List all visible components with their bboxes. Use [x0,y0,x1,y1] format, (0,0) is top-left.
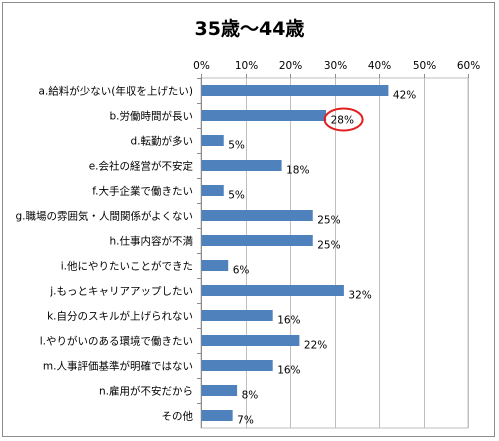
x-tick-label: 60% [457,60,480,72]
category-label: e.会社の経営が不安定 [89,160,194,173]
category-label: その他 [162,410,194,423]
category-label: m.人事評価基準が明確ではない [43,360,193,373]
plot-area [200,77,469,429]
x-tick-label: 10% [235,60,258,72]
bar [201,185,224,196]
category-label: b.労働時間が長い [109,110,193,123]
category-labels: a.給料が少ない(年収を上げたい) b.労働時間が長い d.転勤が多い e.会社の経営… [16,85,194,423]
bar [201,85,389,96]
category-label: f.大手企業で働きたい [92,185,193,198]
value-label: 16% [277,315,300,327]
value-label: 6% [233,265,250,277]
bar [201,260,229,271]
bar [201,385,238,396]
category-label: i.他にやりたいことができた [61,260,193,273]
value-label: 25% [317,215,340,227]
value-label: 16% [277,365,300,377]
category-label: d.転勤が多い [130,135,193,148]
x-tick-label: 40% [368,60,391,72]
value-label: 5% [228,140,245,152]
x-tick-label: 30% [324,60,347,72]
x-tick-label: 20% [279,60,302,72]
category-label: g.職場の雰囲気・人間関係がよくない [16,210,193,223]
value-label: 18% [286,165,309,177]
highlight-layer [323,107,364,132]
category-label: h.仕事内容が不満 [110,235,194,248]
chart-title: 35歳～44歳 [194,18,305,40]
value-label: 22% [304,340,327,352]
value-label: 28% [331,115,354,127]
value-label: 7% [237,415,254,427]
category-label: a.給料が少ない(年収を上げたい) [39,85,193,98]
category-label: l.やりがいのある環境で働きたい [40,335,193,348]
category-label: k.自分のスキルが上げられない [47,310,193,323]
bar [201,335,300,346]
bar [201,110,327,121]
bars [201,85,389,421]
value-label: 32% [348,290,371,302]
bar [201,160,282,171]
value-label: 5% [228,190,245,202]
value-label: 42% [393,90,416,102]
bar [201,135,224,146]
value-label: 8% [242,390,259,402]
bar [201,360,273,371]
value-labels: 42% 28% 5% 18% 5% 25% 25% 6% 32% 16% 22% 16% 8% 7% [228,90,416,427]
x-tick-label: 0% [193,60,210,72]
bar [201,310,273,321]
bar [201,235,313,246]
category-label: n.雇用が不安だから [99,385,193,398]
category-label: j.もっとキャリアアップしたい [49,286,193,298]
highlight-circle [323,107,364,132]
bar [201,410,233,421]
bar [201,210,313,221]
x-tick-label: 50% [413,60,436,72]
bar [201,285,344,296]
value-label: 25% [317,240,340,252]
x-axis-tick-labels: 0% 10% 20% 30% 40% 50% 60% [193,60,480,72]
